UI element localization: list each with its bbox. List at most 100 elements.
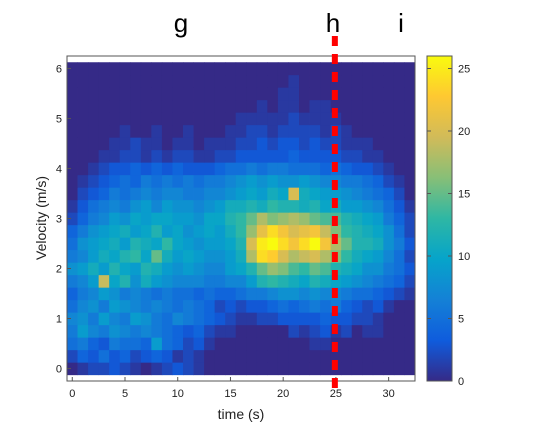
- heatmap-cell: [225, 199, 237, 213]
- heatmap-cell: [341, 362, 353, 376]
- heatmap-cell: [67, 312, 78, 326]
- heatmap-cell: [130, 299, 142, 313]
- heatmap-cell: [172, 287, 184, 301]
- heatmap-cell: [193, 274, 205, 288]
- heatmap-cell: [299, 249, 310, 263]
- heatmap-cell: [383, 287, 395, 301]
- x-tick-label: 0: [69, 388, 75, 400]
- heatmap-cell: [204, 149, 216, 163]
- heatmap-cell: [309, 199, 321, 213]
- heatmap-cell: [393, 324, 405, 338]
- heatmap-cell: [277, 362, 289, 376]
- heatmap-cell: [404, 312, 416, 326]
- heatmap-cell: [214, 274, 226, 288]
- heatmap-cell: [67, 224, 78, 238]
- heatmap-cell: [109, 287, 121, 301]
- heatmap-cell: [246, 237, 258, 251]
- heatmap-cell: [119, 174, 131, 188]
- heatmap-cell: [67, 87, 78, 101]
- heatmap-cell: [309, 287, 321, 301]
- heatmap-cell: [299, 312, 310, 326]
- heatmap-cell: [288, 212, 300, 226]
- heatmap-cell: [119, 337, 131, 351]
- heatmap-cell: [288, 174, 300, 188]
- heatmap-cell: [183, 137, 194, 151]
- heatmap-cell: [362, 187, 374, 201]
- y-axis: 0 1 2 3 4 5 6: [56, 64, 71, 376]
- heatmap-cell: [109, 274, 121, 288]
- heatmap-cell: [130, 312, 142, 326]
- heatmap-cell: [351, 149, 363, 163]
- heatmap-cell: [393, 162, 405, 176]
- heatmap-cell: [246, 337, 258, 351]
- heatmap-cell: [161, 299, 173, 313]
- heatmap-cell: [362, 287, 374, 301]
- heatmap-cell: [320, 174, 332, 188]
- heatmap-cell: [341, 137, 353, 151]
- heatmap-cell: [372, 237, 384, 251]
- heatmap-cell: [119, 237, 131, 251]
- heatmap-cell: [246, 124, 258, 138]
- heatmap-cell: [309, 312, 321, 326]
- heatmap-cell: [256, 187, 268, 201]
- heatmap-cell: [98, 362, 110, 376]
- heatmap-cell: [404, 199, 416, 213]
- heatmap-cell: [309, 124, 321, 138]
- heatmap-cell: [88, 362, 100, 376]
- heatmap-cell: [88, 212, 100, 226]
- heatmap-cell: [309, 174, 321, 188]
- heatmap-cell: [277, 324, 289, 338]
- heatmap-cell: [140, 262, 152, 276]
- heatmap-cell: [214, 337, 226, 351]
- heatmap-cell: [372, 349, 384, 363]
- heatmap-cell: [235, 324, 247, 338]
- heatmap-cell: [309, 212, 321, 226]
- heatmap-cell: [309, 337, 321, 351]
- heatmap-cell: [225, 262, 237, 276]
- colorbar-ticks: 0 5 10 15 20 25: [427, 64, 470, 388]
- heatmap-cell: [214, 99, 226, 113]
- heatmap-cell: [288, 274, 300, 288]
- heatmap-cell: [172, 62, 184, 76]
- heatmap-cell: [235, 349, 247, 363]
- heatmap-cell: [288, 112, 300, 126]
- heatmap-cell: [98, 287, 110, 301]
- heatmap-cell: [140, 212, 152, 226]
- heatmap-cell: [172, 224, 184, 238]
- heatmap-cell: [130, 62, 142, 76]
- heatmap-cell: [67, 362, 78, 376]
- heatmap-cell: [140, 249, 152, 263]
- heatmap-cell: [341, 99, 353, 113]
- heatmap-cell: [362, 262, 374, 276]
- heatmap-cell: [362, 274, 374, 288]
- heatmap-cell: [130, 124, 142, 138]
- heatmap-cell: [161, 224, 173, 238]
- heatmap-cell: [267, 149, 279, 163]
- heatmap-cell: [119, 262, 131, 276]
- heatmap-cell: [404, 287, 416, 301]
- heatmap-cell: [130, 237, 142, 251]
- heatmap-cell: [161, 112, 173, 126]
- heatmap-cell: [277, 349, 289, 363]
- heatmap-cell: [309, 362, 321, 376]
- heatmap-cell: [299, 262, 310, 276]
- heatmap-cell: [193, 287, 205, 301]
- heatmap-cell: [372, 287, 384, 301]
- heatmap-cell: [299, 162, 310, 176]
- heatmap-cell: [172, 262, 184, 276]
- heatmap-cell: [151, 287, 163, 301]
- heatmap-cell: [119, 349, 131, 363]
- heatmap-cell: [277, 99, 289, 113]
- heatmap-cell: [204, 249, 216, 263]
- heatmap-cell: [288, 162, 300, 176]
- heatmap-cell: [256, 162, 268, 176]
- heatmap-cell: [362, 199, 374, 213]
- heatmap-cell: [372, 124, 384, 138]
- heatmap-cell: [383, 237, 395, 251]
- heatmap-cell: [130, 112, 142, 126]
- panel-label-h: h: [326, 8, 340, 38]
- heatmap-cell: [225, 224, 237, 238]
- heatmap-cell: [372, 87, 384, 101]
- heatmap-cell: [362, 324, 374, 338]
- heatmap-cell: [235, 162, 247, 176]
